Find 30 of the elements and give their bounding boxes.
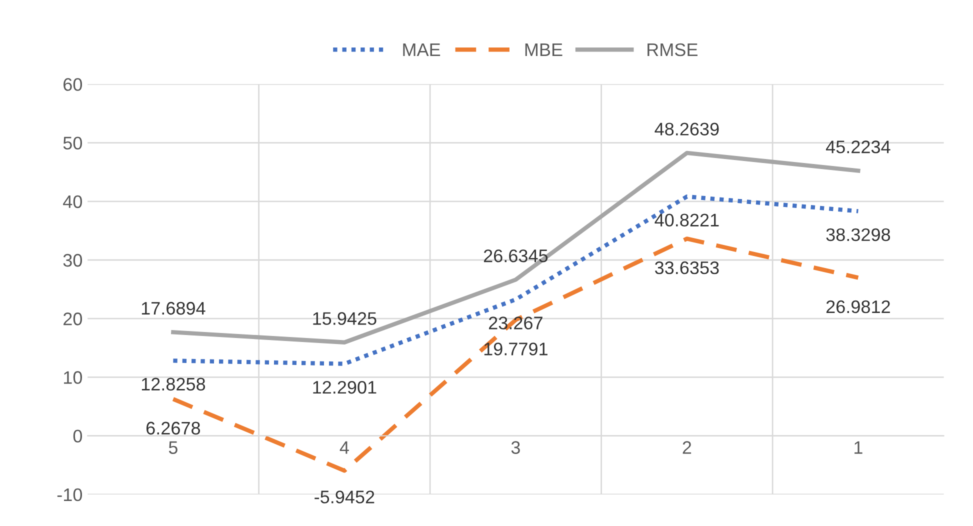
data-label: 19.7791 xyxy=(484,342,548,356)
data-label: 15.9425 xyxy=(313,312,376,325)
x-tick-label: 5 xyxy=(168,441,178,454)
legend-label: RMSE xyxy=(648,43,698,56)
y-tick-label: 30 xyxy=(63,254,82,267)
legend-label: MAE xyxy=(403,44,440,56)
data-label: 48.2639 xyxy=(654,122,719,136)
y-tick-label: 40 xyxy=(63,195,82,208)
data-label: 12.2901 xyxy=(313,380,376,394)
y-tick-label: -10 xyxy=(57,488,82,502)
y-tick-label: 0 xyxy=(73,430,82,443)
data-label: 26.6345 xyxy=(484,249,548,262)
x-tick-label: 2 xyxy=(682,441,692,454)
x-tick-label: 1 xyxy=(854,441,862,454)
data-label: 38.3298 xyxy=(826,228,890,242)
data-label: 40.8221 xyxy=(654,214,719,226)
data-label: 6.2678 xyxy=(146,422,200,435)
y-tick-label: 60 xyxy=(64,78,82,91)
data-label: 12.8258 xyxy=(142,378,206,391)
x-tick-label: 4 xyxy=(340,441,349,454)
y-tick-label: 10 xyxy=(64,371,82,384)
legend-label: MBE xyxy=(525,44,562,56)
y-tick-label: 50 xyxy=(63,136,82,150)
y-tick-label: 20 xyxy=(64,312,82,326)
data-label: 17.6894 xyxy=(142,302,206,315)
data-label: -5.9452 xyxy=(314,490,374,504)
data-label: 26.9812 xyxy=(826,300,890,314)
data-label: 33.6353 xyxy=(654,261,719,274)
x-tick-label: 3 xyxy=(511,441,520,454)
data-label: 45.2234 xyxy=(826,140,890,154)
